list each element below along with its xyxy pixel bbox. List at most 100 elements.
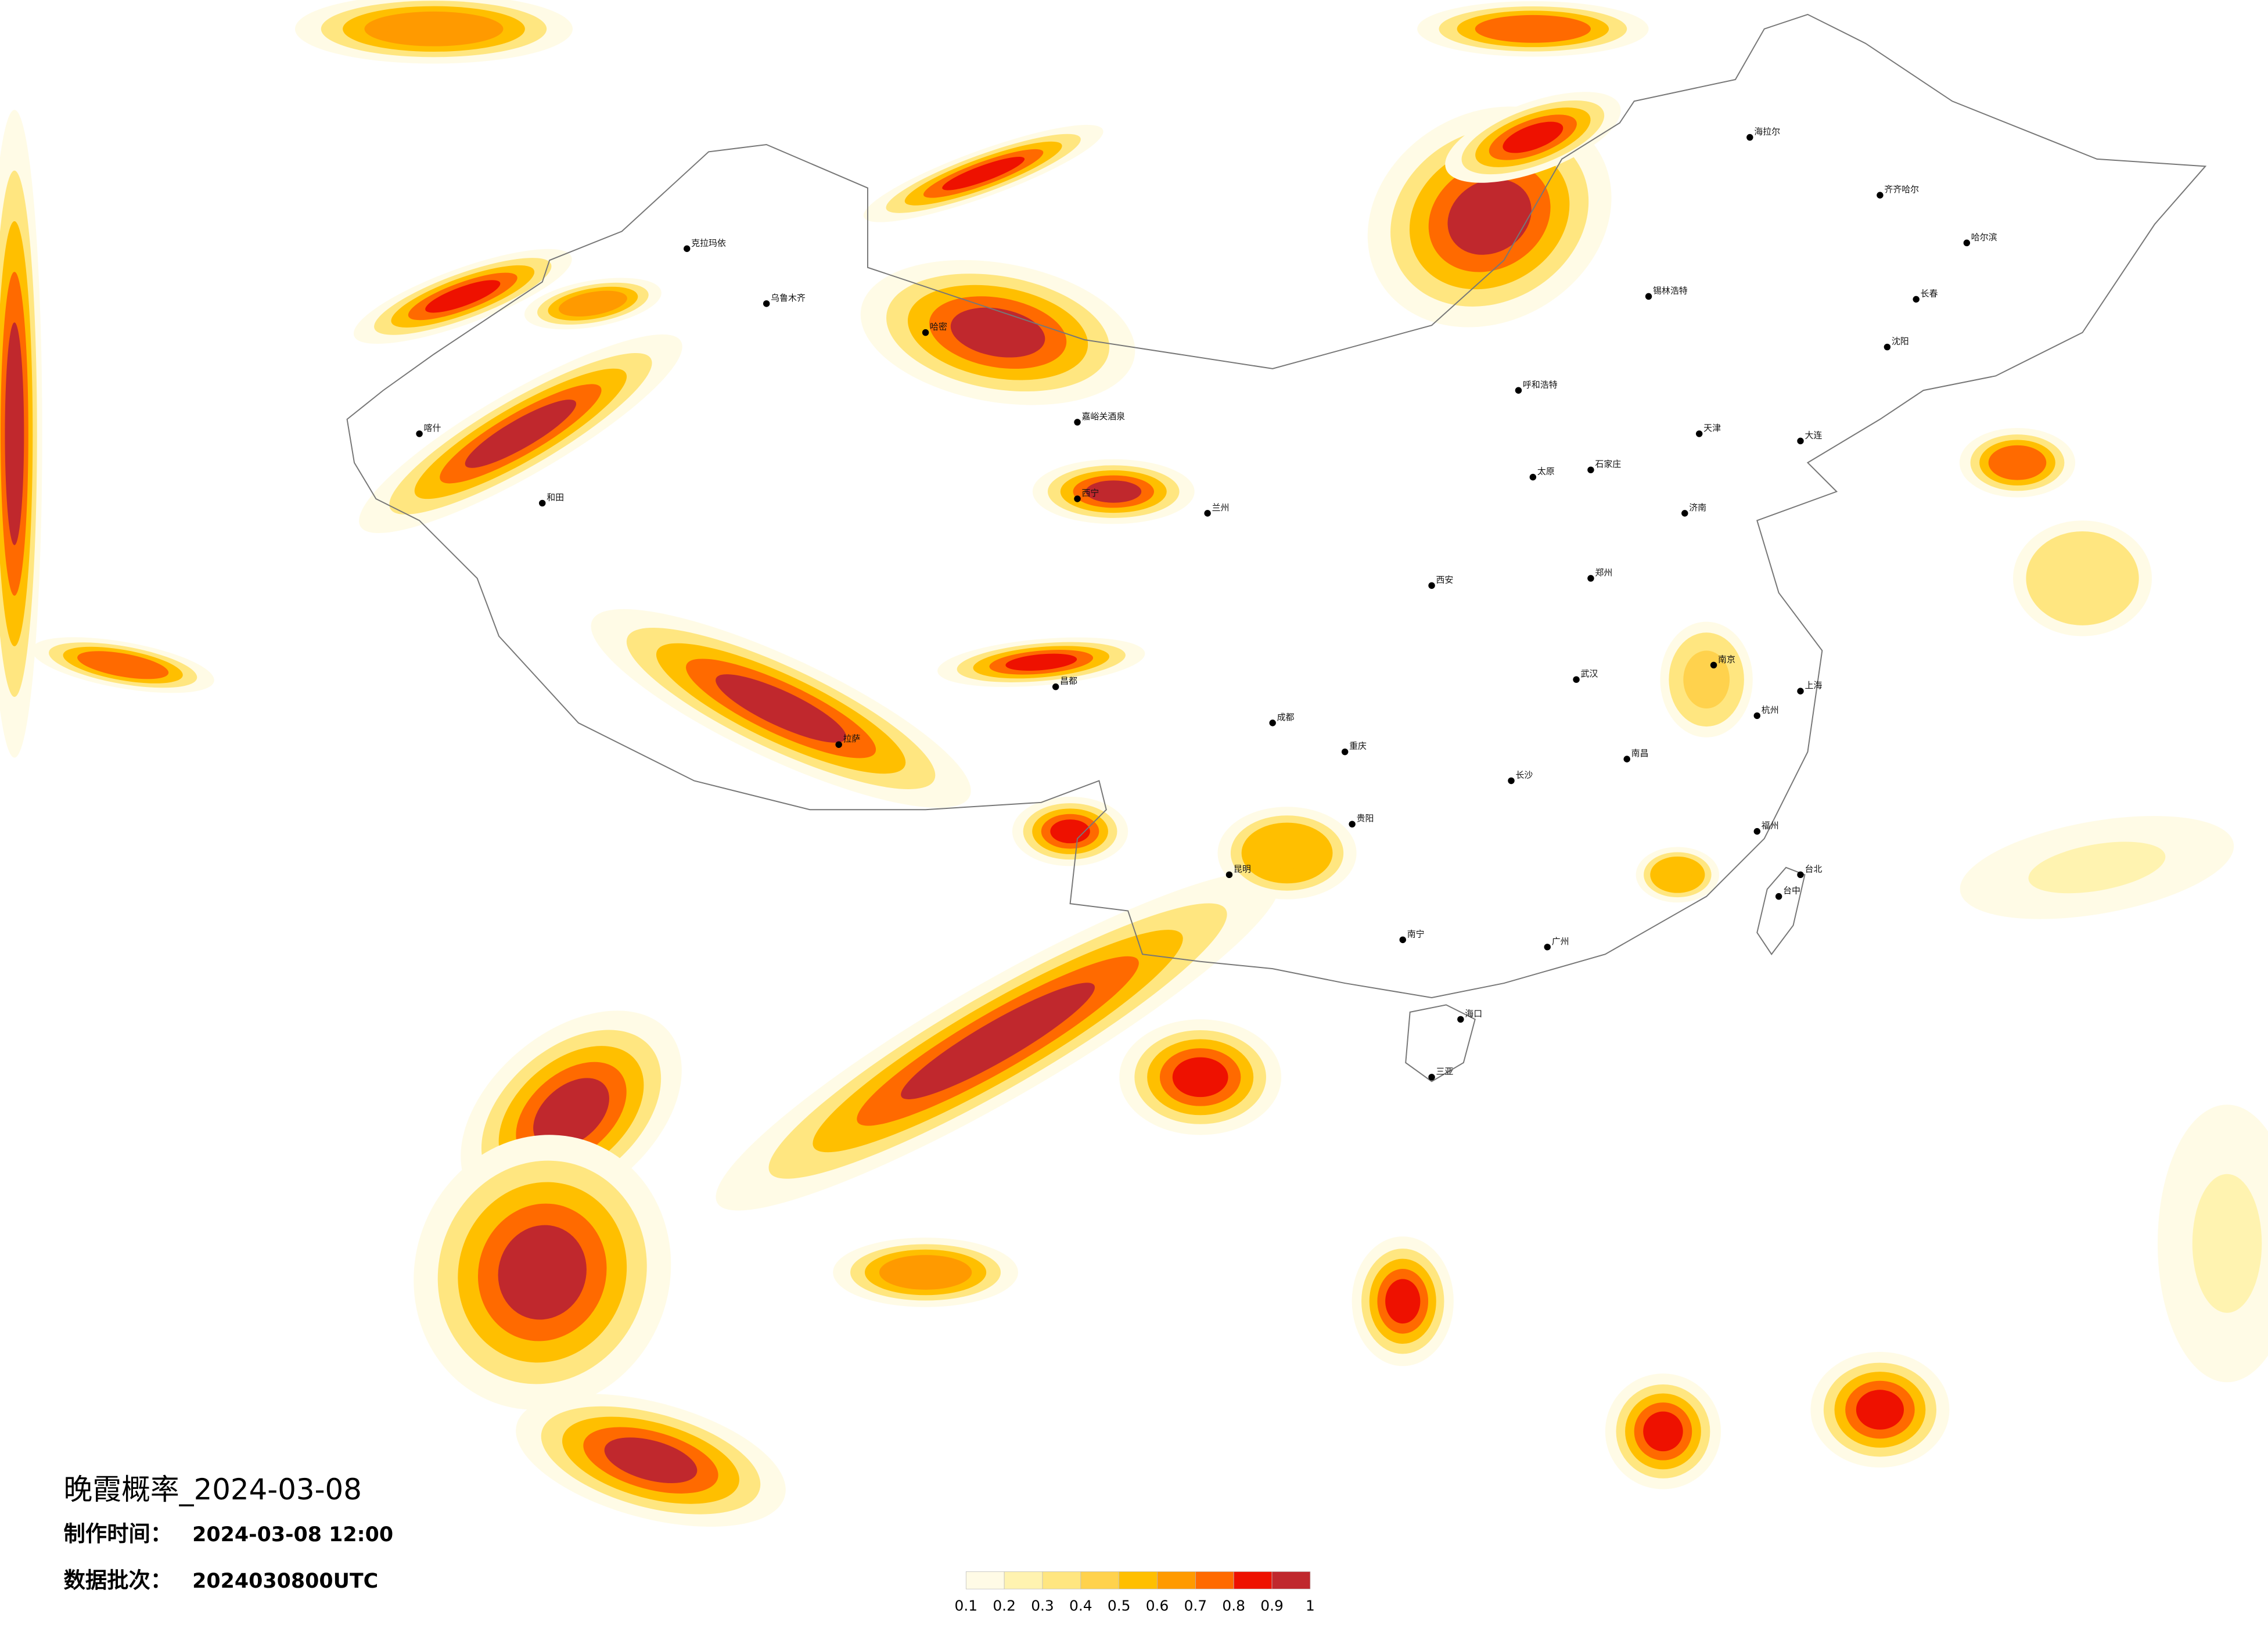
probability-patch	[716, 674, 847, 743]
city-label: 克拉玛依	[691, 238, 726, 248]
probability-patch	[1493, 19, 1573, 39]
probability-patch	[498, 1225, 587, 1320]
taiwan-border	[1756, 866, 1806, 955]
city-label: 成都	[1277, 712, 1295, 722]
probability-patch	[1690, 659, 1723, 700]
country-border	[346, 13, 2207, 998]
colorbar-swatch	[1042, 1571, 1081, 1589]
city-label: 杭州	[1762, 704, 1779, 715]
city-dot	[1797, 688, 1804, 695]
city-label: 西安	[1436, 574, 1454, 585]
city-label: 喀什	[424, 423, 441, 433]
probability-patch	[1503, 121, 1563, 153]
probability-patch	[2058, 558, 2107, 599]
city-label: 上海	[1805, 680, 1822, 690]
city-dot	[1797, 437, 1804, 445]
city-dot	[1753, 828, 1761, 835]
city-label: 郑州	[1595, 567, 1612, 578]
probability-patch	[533, 1078, 609, 1149]
probability-patch	[5, 322, 24, 545]
city-dot	[1529, 473, 1537, 481]
colorbar-tick-label: 0.5	[1108, 1598, 1131, 1614]
hainan-border	[1405, 1004, 1476, 1082]
city-label: 福州	[1762, 821, 1779, 831]
colorbar-swatch	[1271, 1571, 1311, 1589]
city-label: 嘉峪关酒泉	[1081, 411, 1125, 422]
city-label: 沈阳	[1892, 336, 1909, 347]
city-dot	[763, 300, 770, 307]
city-label: 长沙	[1515, 769, 1533, 780]
probability-patch	[950, 307, 1045, 358]
city-dot	[1515, 387, 1522, 394]
colorbar-tick-label: 0.2	[993, 1598, 1016, 1614]
colorbar-swatch	[1233, 1571, 1273, 1589]
city-label: 昌都	[1060, 676, 1077, 686]
probability-patch	[465, 400, 577, 468]
colorbar-tick-label: 1	[1306, 1598, 1315, 1614]
city-label: 西宁	[1081, 488, 1099, 498]
city-label: 济南	[1689, 502, 1706, 513]
city-label: 石家庄	[1595, 459, 1621, 469]
city-label: 贵阳	[1357, 813, 1374, 823]
city-dot	[1775, 893, 1782, 900]
probability-patch	[2203, 1196, 2251, 1292]
city-dot	[1681, 510, 1688, 517]
city-label: 海拉尔	[1754, 127, 1780, 137]
info-label: 制作时间：	[64, 1521, 172, 1546]
city-dot	[1074, 419, 1081, 426]
probability-patch	[569, 294, 617, 313]
probability-patch	[1005, 653, 1077, 671]
probability-patch	[1086, 480, 1142, 503]
probability-patch	[1263, 837, 1311, 869]
colorbar-tick-label: 0.4	[1069, 1598, 1092, 1614]
probability-patch	[1385, 1279, 1421, 1324]
probability-field	[0, 0, 2268, 1527]
probability-patch	[1997, 451, 2037, 475]
map-title: 晚霞概率_2024-03-08	[64, 1473, 362, 1506]
city-label: 重庆	[1349, 741, 1367, 751]
city-dot	[1204, 510, 1211, 517]
colorbar-tick-label: 0.7	[1184, 1598, 1207, 1614]
colorbar-tick-label: 0.6	[1146, 1598, 1169, 1614]
city-dot	[1573, 676, 1580, 683]
city-dot	[1225, 871, 1233, 879]
city-dot	[1645, 293, 1652, 300]
city-label: 南宁	[1407, 929, 1425, 939]
probability-patch	[2050, 850, 2144, 886]
city-dot	[1341, 748, 1349, 756]
probability-patch	[1172, 1057, 1228, 1098]
city-dot	[922, 329, 929, 336]
colorbar-tick-label: 0.9	[1260, 1598, 1284, 1614]
city-dot	[1544, 944, 1551, 951]
city-label: 广州	[1552, 936, 1569, 947]
city-label: 哈尔滨	[1971, 232, 1997, 242]
probability-patch	[91, 655, 154, 675]
city-label: 齐齐哈尔	[1884, 184, 1919, 195]
city-dot	[1695, 430, 1703, 437]
probability-patch	[425, 280, 501, 313]
city-label: 南昌	[1631, 748, 1649, 758]
city-dot	[1623, 756, 1630, 762]
city-dot	[1746, 134, 1753, 141]
city-dot	[1587, 575, 1594, 582]
city-dot	[1884, 343, 1891, 351]
city-label: 拉萨	[843, 733, 861, 744]
info-label: 数据批次：	[64, 1567, 172, 1593]
city-label: 哈密	[930, 322, 947, 332]
city-label: 乌鲁木齐	[771, 293, 806, 303]
city-label: 锡林浩特	[1653, 285, 1688, 296]
probability-patch	[386, 17, 482, 41]
city-label: 三亚	[1436, 1066, 1454, 1077]
city-dot	[1428, 582, 1435, 589]
probability-patch	[901, 983, 1095, 1099]
colorbar-swatch	[965, 1571, 1005, 1589]
info-value: 2024-03-08 12:00	[192, 1523, 393, 1546]
city-dot	[835, 741, 842, 748]
city-dot	[1797, 871, 1804, 879]
probability-patch	[893, 1260, 958, 1285]
city-dot	[1710, 661, 1717, 669]
probability-patch	[1663, 865, 1692, 884]
colorbar-swatch	[1080, 1571, 1120, 1589]
